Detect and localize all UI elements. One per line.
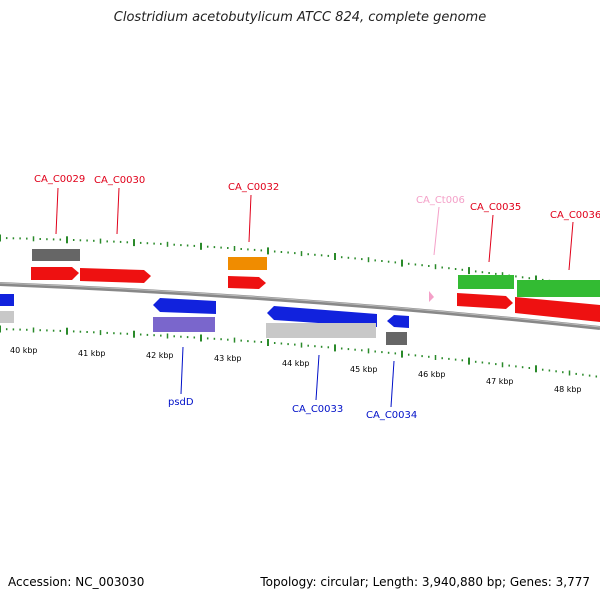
- trna-marker-ca-ct006[interactable]: [429, 291, 434, 302]
- axis-label-42: 42 kbp: [146, 351, 174, 360]
- cds-arrow-ca-c0036[interactable]: [515, 297, 600, 322]
- gene-block-grey[interactable]: [32, 249, 80, 261]
- axis-label-48: 48 kbp: [554, 385, 582, 394]
- gene-block-green-2[interactable]: [517, 280, 600, 297]
- axis-label-44: 44 kbp: [282, 359, 310, 368]
- label-ca-ct006[interactable]: CA_Ct006: [416, 195, 465, 206]
- cds-arrow-psdd[interactable]: [153, 298, 216, 314]
- accession-text: Accession: NC_003030: [8, 575, 145, 589]
- label-ca-c0033[interactable]: CA_C0033: [292, 404, 343, 415]
- label-ca-c0032[interactable]: CA_C0032: [228, 182, 279, 193]
- axis-labels: 40 kbp 41 kbp 42 kbp 43 kbp 44 kbp 45 kb…: [10, 346, 582, 394]
- cds-arrow-ca-c0035[interactable]: [457, 293, 513, 309]
- genome-backbone-highlight: [0, 282, 600, 328]
- cds-arrow-left-edge[interactable]: [0, 294, 14, 306]
- cds-arrow-ca-c0034[interactable]: [387, 315, 409, 328]
- forward-feature-labels: CA_C0029 CA_C0030 CA_C0032 CA_Ct006 CA_C…: [34, 174, 600, 221]
- forward-strand-features: [31, 249, 600, 322]
- genome-backbone: [0, 282, 600, 330]
- axis-label-40: 40 kbp: [10, 346, 38, 355]
- lower-tick-ring: [0, 325, 598, 378]
- genome-title: Clostridium acetobutylicum ATCC 824, com…: [113, 10, 487, 25]
- axis-label-43: 43 kbp: [214, 354, 242, 363]
- label-leader-lines: [55, 187, 574, 408]
- label-ca-c0029[interactable]: CA_C0029: [34, 174, 85, 185]
- axis-label-45: 45 kbp: [350, 365, 378, 374]
- cds-arrow-ca-c0029[interactable]: [31, 267, 79, 280]
- gene-block-purple[interactable]: [153, 317, 215, 332]
- axis-label-41: 41 kbp: [78, 349, 106, 358]
- reverse-strand-features: [0, 294, 409, 345]
- gene-block-light-long[interactable]: [266, 323, 376, 338]
- cds-arrow-ca-c0032[interactable]: [228, 276, 266, 289]
- reverse-feature-labels: psdD CA_C0033 CA_C0034: [168, 397, 417, 421]
- axis-label-47: 47 kbp: [486, 377, 514, 386]
- gene-block-green-1[interactable]: [458, 275, 514, 289]
- label-ca-c0034[interactable]: CA_C0034: [366, 410, 417, 421]
- gene-block-left-edge-light[interactable]: [0, 311, 14, 323]
- gene-block-dark-small[interactable]: [386, 332, 407, 345]
- genome-summary-text: Topology: circular; Length: 3,940,880 bp…: [260, 575, 590, 589]
- axis-label-46: 46 kbp: [418, 370, 446, 379]
- gene-block-orange[interactable]: [228, 257, 267, 270]
- cds-arrow-ca-c0033[interactable]: [267, 306, 377, 327]
- label-psdd[interactable]: psdD: [168, 397, 194, 408]
- cds-arrow-ca-c0030[interactable]: [80, 268, 151, 283]
- label-ca-c0030[interactable]: CA_C0030: [94, 175, 145, 186]
- label-ca-c0035[interactable]: CA_C0035: [470, 202, 521, 213]
- label-ca-c0036[interactable]: CA_C0036: [550, 210, 600, 221]
